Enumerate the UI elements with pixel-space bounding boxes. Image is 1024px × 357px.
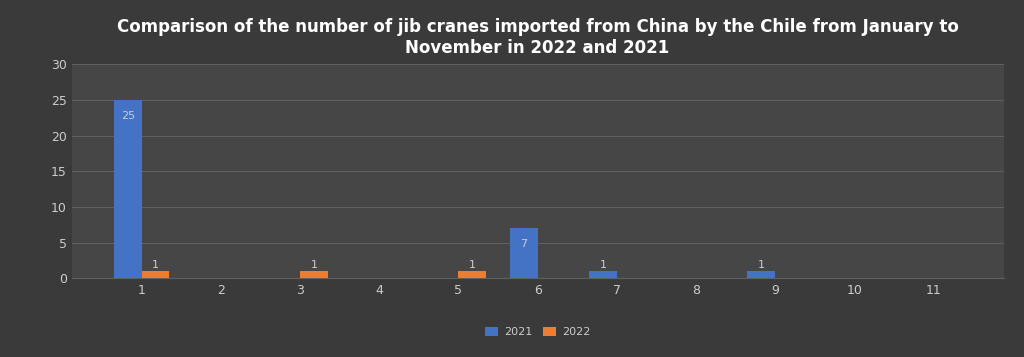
Bar <box>589 271 616 278</box>
Text: 7: 7 <box>520 239 527 249</box>
Text: 1: 1 <box>469 260 476 270</box>
Bar <box>114 100 141 278</box>
Bar <box>459 271 486 278</box>
Text: 1: 1 <box>758 260 765 270</box>
Text: 1: 1 <box>310 260 317 270</box>
Text: 25: 25 <box>121 111 135 121</box>
Bar <box>141 271 169 278</box>
Bar <box>300 271 328 278</box>
Text: 1: 1 <box>599 260 606 270</box>
Text: 1: 1 <box>153 260 159 270</box>
Legend: 2021, 2022: 2021, 2022 <box>480 323 595 342</box>
Bar <box>510 228 538 278</box>
Title: Comparison of the number of jib cranes imported from China by the Chile from Jan: Comparison of the number of jib cranes i… <box>117 18 958 57</box>
Bar <box>748 271 775 278</box>
